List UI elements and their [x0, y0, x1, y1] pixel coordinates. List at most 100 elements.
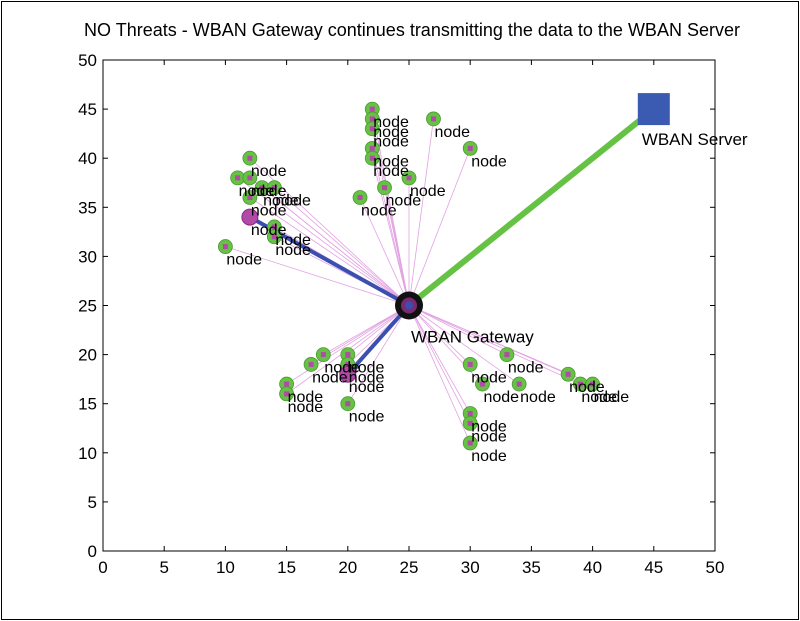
node-center — [284, 381, 290, 387]
node-center — [479, 381, 485, 387]
x-tick-label: 50 — [706, 558, 725, 577]
node-link — [408, 305, 471, 424]
node-label: node — [434, 124, 470, 141]
node-center — [590, 381, 596, 387]
cluster-head-label: node — [251, 222, 287, 239]
node-label: node — [349, 369, 385, 386]
node-link — [286, 305, 410, 385]
cluster-head-marker — [241, 208, 259, 226]
node-link — [249, 197, 410, 306]
node-center — [406, 175, 412, 181]
node-label: node — [386, 193, 422, 210]
x-tick-label: 10 — [216, 558, 235, 577]
node-center — [382, 185, 388, 191]
node-center — [430, 116, 436, 122]
x-tick-label: 15 — [277, 558, 296, 577]
node-label: node — [251, 202, 287, 219]
node-label: node — [581, 389, 617, 406]
node-label: node — [471, 153, 507, 170]
x-tick-label: 20 — [338, 558, 357, 577]
node-link — [408, 305, 508, 355]
x-tick-label: 30 — [461, 558, 480, 577]
node-link — [408, 305, 471, 414]
node-center — [345, 401, 351, 407]
node-center — [222, 244, 228, 250]
node-center — [247, 175, 253, 181]
x-tick-label: 40 — [583, 558, 602, 577]
node-label: node — [594, 389, 630, 406]
node-label: node — [483, 389, 519, 406]
y-tick-label: 0 — [88, 542, 97, 561]
node-label: node — [471, 448, 507, 465]
server-label: WBAN Server — [642, 130, 748, 149]
y-tick-label: 50 — [78, 51, 97, 70]
node-center — [345, 361, 351, 367]
node-label: node — [373, 124, 409, 141]
node-label: node — [373, 134, 409, 151]
node-center — [369, 106, 375, 112]
node-label: node — [508, 360, 544, 377]
node-center — [247, 155, 253, 161]
node-center — [369, 116, 375, 122]
node-center — [271, 234, 277, 240]
node-link — [408, 305, 471, 365]
node-center — [308, 361, 314, 367]
cluster-head-label: node — [349, 379, 385, 396]
y-tick-label: 5 — [88, 493, 97, 512]
y-tick-label: 15 — [78, 395, 97, 414]
node-center — [259, 185, 265, 191]
server-marker — [637, 93, 670, 126]
y-tick-label: 40 — [78, 149, 97, 168]
node-label: node — [361, 202, 397, 219]
node-label: node — [288, 399, 324, 416]
x-tick-label: 0 — [98, 558, 107, 577]
x-tick-label: 45 — [644, 558, 663, 577]
node-label: node — [275, 193, 311, 210]
gateway-label: WBAN Gateway — [411, 328, 534, 347]
node-label: node — [349, 409, 385, 426]
node-label: node — [471, 419, 507, 436]
node-center — [320, 352, 326, 358]
node-center — [467, 440, 473, 446]
node-link — [371, 158, 410, 306]
gateway-server-link — [407, 106, 656, 308]
node-label: node — [373, 153, 409, 170]
node-label: node — [471, 428, 507, 445]
node-center — [235, 175, 241, 181]
node-center — [565, 371, 571, 377]
y-tick-label: 10 — [78, 444, 97, 463]
y-tick-label: 45 — [78, 100, 97, 119]
node-label: node — [275, 242, 311, 259]
y-tick-label: 20 — [78, 346, 97, 365]
marks-layer — [217, 93, 670, 451]
y-tick-label: 25 — [78, 297, 97, 316]
node-label: node — [226, 252, 262, 269]
node-label: node — [373, 114, 409, 131]
axes-layer: 0 5 10 15 20 25 30 35 40 45 50 0 5 10 15 20 25 30 35 40 45 50 — [78, 51, 724, 577]
node-center — [369, 126, 375, 132]
node-link — [225, 246, 410, 306]
node-center — [284, 391, 290, 397]
x-tick-label: 5 — [159, 558, 168, 577]
node-center — [345, 352, 351, 358]
node-label: node — [312, 369, 348, 386]
node-link — [384, 187, 410, 306]
cluster-head-marker — [339, 365, 357, 383]
node-link — [359, 197, 410, 306]
node-label: node — [373, 163, 409, 180]
node-link — [237, 177, 410, 306]
node-label: node — [410, 183, 446, 200]
node-label: node — [239, 183, 275, 200]
node-center — [369, 155, 375, 161]
node-label: node — [349, 360, 385, 377]
x-tick-label: 35 — [522, 558, 541, 577]
node-label: node — [324, 360, 360, 377]
node-center — [271, 224, 277, 230]
node-center — [516, 381, 522, 387]
node-link — [274, 187, 410, 306]
node-center — [357, 194, 363, 200]
node-center — [467, 411, 473, 417]
node-label: node — [251, 183, 287, 200]
node-label: node — [569, 379, 605, 396]
